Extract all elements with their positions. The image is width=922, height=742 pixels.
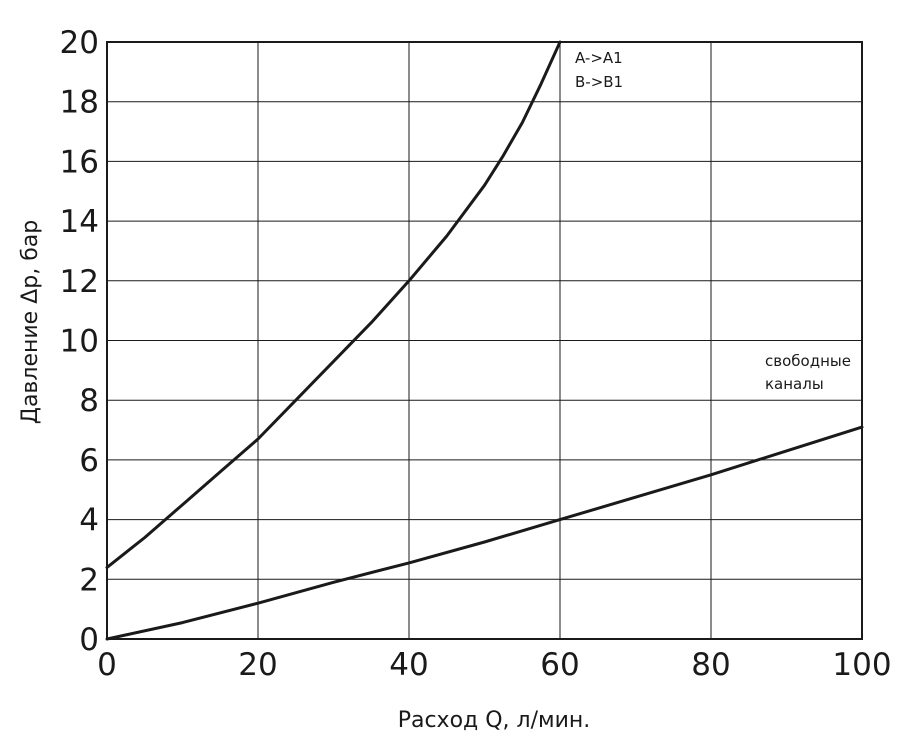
series-line-a-a1 bbox=[105, 40, 562, 569]
series-line-free-channels bbox=[105, 425, 864, 641]
x-axis-label: Расход Q, л/мин. bbox=[398, 708, 591, 733]
series-lines bbox=[105, 40, 864, 641]
grid-lines bbox=[106, 41, 863, 640]
y-tick-label: 0 bbox=[79, 622, 99, 658]
x-tick-label: 100 bbox=[832, 647, 891, 683]
x-tick-label: 60 bbox=[540, 647, 579, 683]
x-tick-label: 40 bbox=[389, 647, 428, 683]
y-tick-label: 10 bbox=[60, 324, 99, 360]
annotation-b-b1: B->B1 bbox=[575, 73, 623, 91]
y-tick-labels: 0 2 4 6 8 10 12 14 16 18 20 bbox=[60, 25, 99, 658]
y-tick-label: 12 bbox=[60, 264, 99, 300]
x-tick-label: 20 bbox=[238, 647, 277, 683]
x-tick-label: 0 bbox=[97, 647, 117, 683]
annotation-free-channels-2: каналы bbox=[765, 375, 824, 393]
y-tick-label: 14 bbox=[60, 204, 99, 240]
x-tick-labels: 0 20 40 60 80 100 bbox=[97, 647, 891, 683]
y-tick-label: 6 bbox=[79, 443, 99, 479]
y-tick-label: 18 bbox=[60, 85, 99, 121]
y-tick-label: 2 bbox=[79, 562, 99, 598]
y-axis-label: Давление Δp, бар bbox=[18, 220, 43, 424]
y-tick-label: 16 bbox=[60, 144, 99, 180]
y-tick-label: 4 bbox=[79, 503, 99, 539]
annotation-free-channels-1: свободные bbox=[765, 352, 851, 370]
y-tick-label: 8 bbox=[79, 383, 99, 419]
x-tick-label: 80 bbox=[691, 647, 730, 683]
plot-frame bbox=[106, 41, 863, 640]
annotation-a-a1: A->A1 bbox=[575, 49, 623, 67]
y-tick-label: 20 bbox=[60, 25, 99, 61]
